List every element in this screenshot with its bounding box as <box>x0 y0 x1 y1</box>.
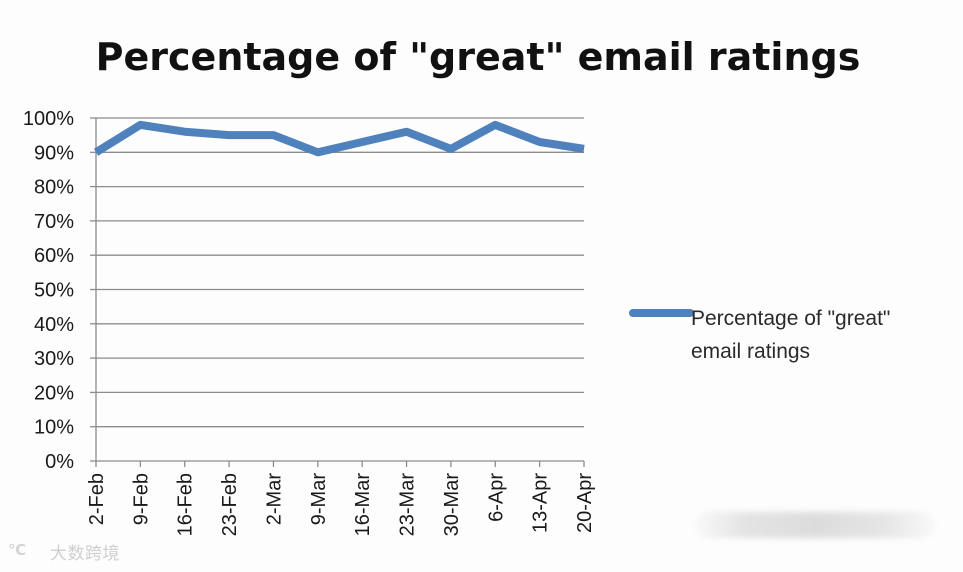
y-tick-label: 10% <box>34 417 74 439</box>
x-tick-label: 23-Mar <box>397 473 419 537</box>
axes <box>90 117 585 467</box>
x-tick-label: 13-Apr <box>530 473 552 533</box>
series-line <box>93 120 585 157</box>
x-axis-tick-labels: 2-Feb 9-Feb 16-Feb 23-Feb 2-Mar 9-Mar 16-Mar 23… <box>86 473 596 537</box>
x-tick-label: 23-Feb <box>219 473 241 536</box>
y-tick-label: 0% <box>45 451 74 473</box>
y-tick-label: 80% <box>34 177 74 199</box>
watermark-logo-icon: ℃ <box>8 540 27 559</box>
y-tick-label: 70% <box>34 211 74 233</box>
x-tick-label: 30-Mar <box>441 473 463 537</box>
gridlines <box>96 117 584 428</box>
series-lines <box>93 120 585 157</box>
chart-title: Percentage of "great" email ratings <box>96 35 861 79</box>
y-tick-label: 40% <box>34 314 74 336</box>
x-tick-label: 9-Feb <box>130 473 152 525</box>
y-tick-label: 90% <box>34 142 74 164</box>
legend-label-line-1: Percentage of "great" <box>691 307 890 330</box>
x-tick-label: 16-Feb <box>175 473 197 536</box>
x-tick-label: 20-Apr <box>574 473 596 533</box>
x-tick-label: 6-Apr <box>485 473 507 522</box>
blurred-watermark <box>695 512 935 538</box>
legend-label-line-2: email ratings <box>691 340 810 363</box>
watermark: ℃ 大数跨境 <box>8 539 120 565</box>
legend: Percentage of "great" email ratings <box>629 307 890 363</box>
x-tick-label: 9-Mar <box>308 473 330 526</box>
x-tick-label: 16-Mar <box>352 473 374 537</box>
x-tick-label: 2-Feb <box>86 473 108 525</box>
y-tick-label: 50% <box>34 280 74 302</box>
y-axis-tick-labels: 0% 10% 20% 30% 40% 50% 60% 70% 80% 90% 100% <box>23 108 74 473</box>
y-tick-label: 20% <box>34 382 74 404</box>
y-tick-label: 60% <box>34 245 74 267</box>
watermark-text: 大数跨境 <box>50 544 120 564</box>
y-tick-label: 100% <box>23 108 74 130</box>
y-tick-label: 30% <box>34 348 74 370</box>
x-tick-label: 2-Mar <box>263 473 285 526</box>
